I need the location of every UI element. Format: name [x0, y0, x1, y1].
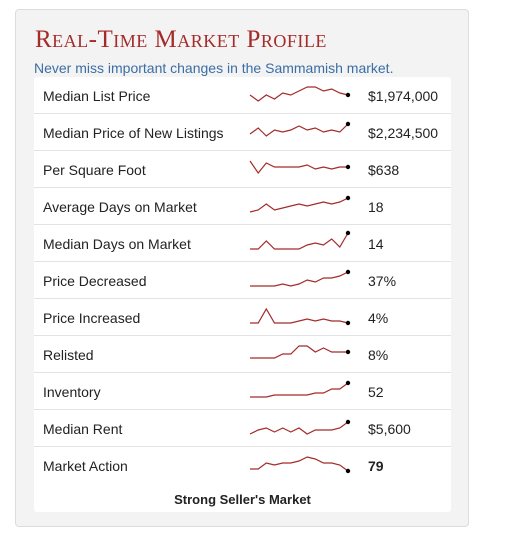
widget-title: Real-Time Market Profile — [35, 26, 327, 53]
sparkline-chart — [250, 307, 351, 326]
sparkline-trend — [249, 421, 349, 435]
sparkline-endpoint — [345, 164, 351, 170]
sparkline-chart — [249, 121, 351, 137]
sparkline-endpoint — [345, 320, 351, 326]
metric-row: Median List Price $1,974,000 — [34, 77, 451, 114]
sparkline-trend — [250, 271, 349, 287]
metric-value: $638 — [368, 162, 400, 178]
metric-value: 18 — [368, 199, 384, 215]
sparkline-chart — [250, 456, 351, 474]
metric-value: 52 — [368, 384, 384, 400]
sparkline-endpoint — [345, 269, 351, 275]
sparkline-chart — [249, 86, 351, 102]
metric-label: Median Price of New Listings — [43, 125, 224, 141]
metric-label: Price Increased — [43, 310, 141, 326]
metric-row: Per Square Foot $638 — [34, 151, 451, 188]
sparkline-chart — [249, 419, 351, 435]
metric-label: Median Days on Market — [43, 236, 191, 252]
sparkline-endpoint — [345, 349, 351, 355]
sparkline-endpoint — [345, 419, 351, 425]
sparkline-trend — [249, 197, 349, 213]
sparkline-chart — [250, 269, 351, 287]
metric-value: 79 — [368, 458, 384, 474]
metric-row: Price Decreased 37% — [34, 262, 451, 299]
sparkline-endpoint — [345, 468, 351, 474]
sparkline-chart — [250, 345, 351, 359]
sparkline-endpoint — [345, 230, 351, 236]
metric-label: Inventory — [43, 384, 101, 400]
metric-label: Median Rent — [43, 421, 123, 437]
metric-label: Per Square Foot — [43, 162, 146, 178]
sparkline-chart — [249, 195, 351, 213]
metric-row: Price Increased 4% — [34, 299, 451, 336]
sparkline-chart — [250, 230, 351, 250]
sparkline-trend — [250, 345, 348, 359]
sparkline-trend — [250, 382, 349, 398]
sparkline-endpoint — [345, 92, 351, 98]
sparkline-endpoint — [345, 380, 351, 386]
widget-subtitle: Never miss important changes in the Samm… — [34, 60, 394, 76]
sparkline-endpoint — [345, 195, 351, 201]
metric-row: Median Price of New Listings $2,234,500 — [34, 114, 451, 151]
market-profile-widget: Real-Time Market Profile Never miss impo… — [15, 9, 469, 527]
metric-value: 4% — [368, 310, 389, 326]
sparkline-trend — [250, 307, 349, 324]
metrics-table: Median List Price $1,974,000 Median Price … — [34, 77, 451, 512]
sparkline-trend — [250, 232, 349, 250]
sparkline-endpoint — [345, 121, 351, 127]
sparkline-trend — [249, 123, 349, 137]
metric-value: 8% — [368, 347, 389, 363]
sparkline-trend — [249, 86, 349, 102]
metric-label: Average Days on Market — [43, 199, 197, 215]
metric-label: Relisted — [43, 347, 94, 363]
metric-value: $1,974,000 — [368, 88, 439, 104]
sparkline-chart — [250, 380, 351, 398]
sparkline-trend — [249, 160, 348, 175]
metric-row: Average Days on Market 18 — [34, 188, 451, 225]
metric-value: 37% — [368, 273, 397, 289]
metric-row: Relisted 8% — [34, 336, 451, 373]
metric-value: $2,234,500 — [368, 125, 439, 141]
metric-row: Median Rent $5,600 — [34, 410, 451, 447]
metric-row: Median Days on Market 14 — [34, 225, 451, 262]
metric-label: Price Decreased — [43, 273, 147, 289]
sparkline-trend — [250, 456, 349, 472]
market-action-label: Strong Seller's Market — [174, 492, 311, 507]
metric-label: Market Action — [43, 458, 128, 474]
metric-value: $5,600 — [368, 421, 411, 437]
metric-row: Inventory 52 — [34, 373, 451, 410]
sparkline-chart — [249, 160, 351, 175]
metric-value: 14 — [368, 236, 384, 252]
metric-row: Market Action 79 — [34, 447, 451, 484]
metric-label: Median List Price — [43, 88, 151, 104]
